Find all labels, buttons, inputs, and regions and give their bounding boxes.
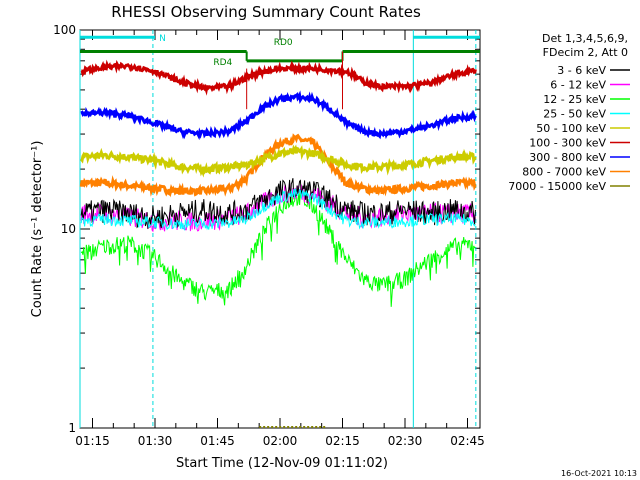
- x-tick-label: 01:15: [75, 434, 110, 448]
- legend-entry-label: 25 - 50 keV: [543, 108, 606, 121]
- legend-entry-label: 12 - 25 keV: [543, 93, 606, 106]
- legend-entry-label: 50 - 100 keV: [536, 122, 606, 135]
- event-lines: [79, 30, 477, 428]
- legend-entry-label: 7000 - 15000 keV: [508, 180, 606, 193]
- chart-title: RHESSI Observing Summary Count Rates: [111, 3, 421, 21]
- series-line: [80, 188, 476, 231]
- series-line: [79, 133, 477, 198]
- series-line: [80, 144, 477, 178]
- series-line: [80, 90, 477, 141]
- x-tick-label: 02:30: [388, 434, 423, 448]
- series-line: [80, 59, 477, 96]
- legend-header: Det 1,3,4,5,6,9,: [542, 32, 628, 45]
- y-tick-label: 100: [53, 23, 76, 37]
- series-line: [80, 178, 476, 229]
- chart-annotations: N RD4 RD0: [159, 34, 293, 68]
- legend: Det 1,3,4,5,6,9,FDecim 2, Att 0 3 - 6 keV…: [508, 32, 630, 193]
- annotation-label: RD0: [274, 38, 293, 48]
- x-tick-labels: 01:15 01:30 01:45 02:00 02:15 02:30 02:45: [75, 434, 485, 448]
- x-tick-label: 01:45: [200, 434, 235, 448]
- legend-entry-label: 100 - 300 keV: [529, 137, 606, 150]
- series-line: [80, 191, 476, 307]
- legend-entry-label: 800 - 7000 keV: [522, 166, 606, 179]
- y-axis-label: Count Rate (s⁻¹ detector⁻¹): [30, 141, 45, 318]
- legend-entry-label: 3 - 6 keV: [557, 64, 606, 77]
- flag-bars: [80, 35, 480, 63]
- x-axis-label: Start Time (12-Nov-09 01:11:02): [176, 456, 388, 471]
- x-tick-label: 02:45: [450, 434, 485, 448]
- x-tick-label: 01:30: [138, 434, 173, 448]
- y-tick-label: 10: [61, 222, 76, 236]
- axis-ticks: [80, 30, 480, 429]
- x-tick-label: 02:15: [325, 434, 360, 448]
- legend-entry-label: 300 - 800 keV: [529, 151, 606, 164]
- legend-header: FDecim 2, Att 0: [543, 46, 628, 59]
- y-tick-labels: 1 10 100: [53, 23, 76, 435]
- timestamp: 16-Oct-2021 10:13: [561, 469, 637, 478]
- y-tick-label: 1: [68, 421, 76, 435]
- annotation-label: N: [159, 34, 166, 44]
- annotation-label: RD4: [213, 58, 232, 68]
- plot-frame: [79, 29, 481, 429]
- legend-entry-label: 6 - 12 keV: [550, 79, 606, 92]
- x-tick-label: 02:00: [263, 434, 298, 448]
- series-lines: [79, 51, 477, 428]
